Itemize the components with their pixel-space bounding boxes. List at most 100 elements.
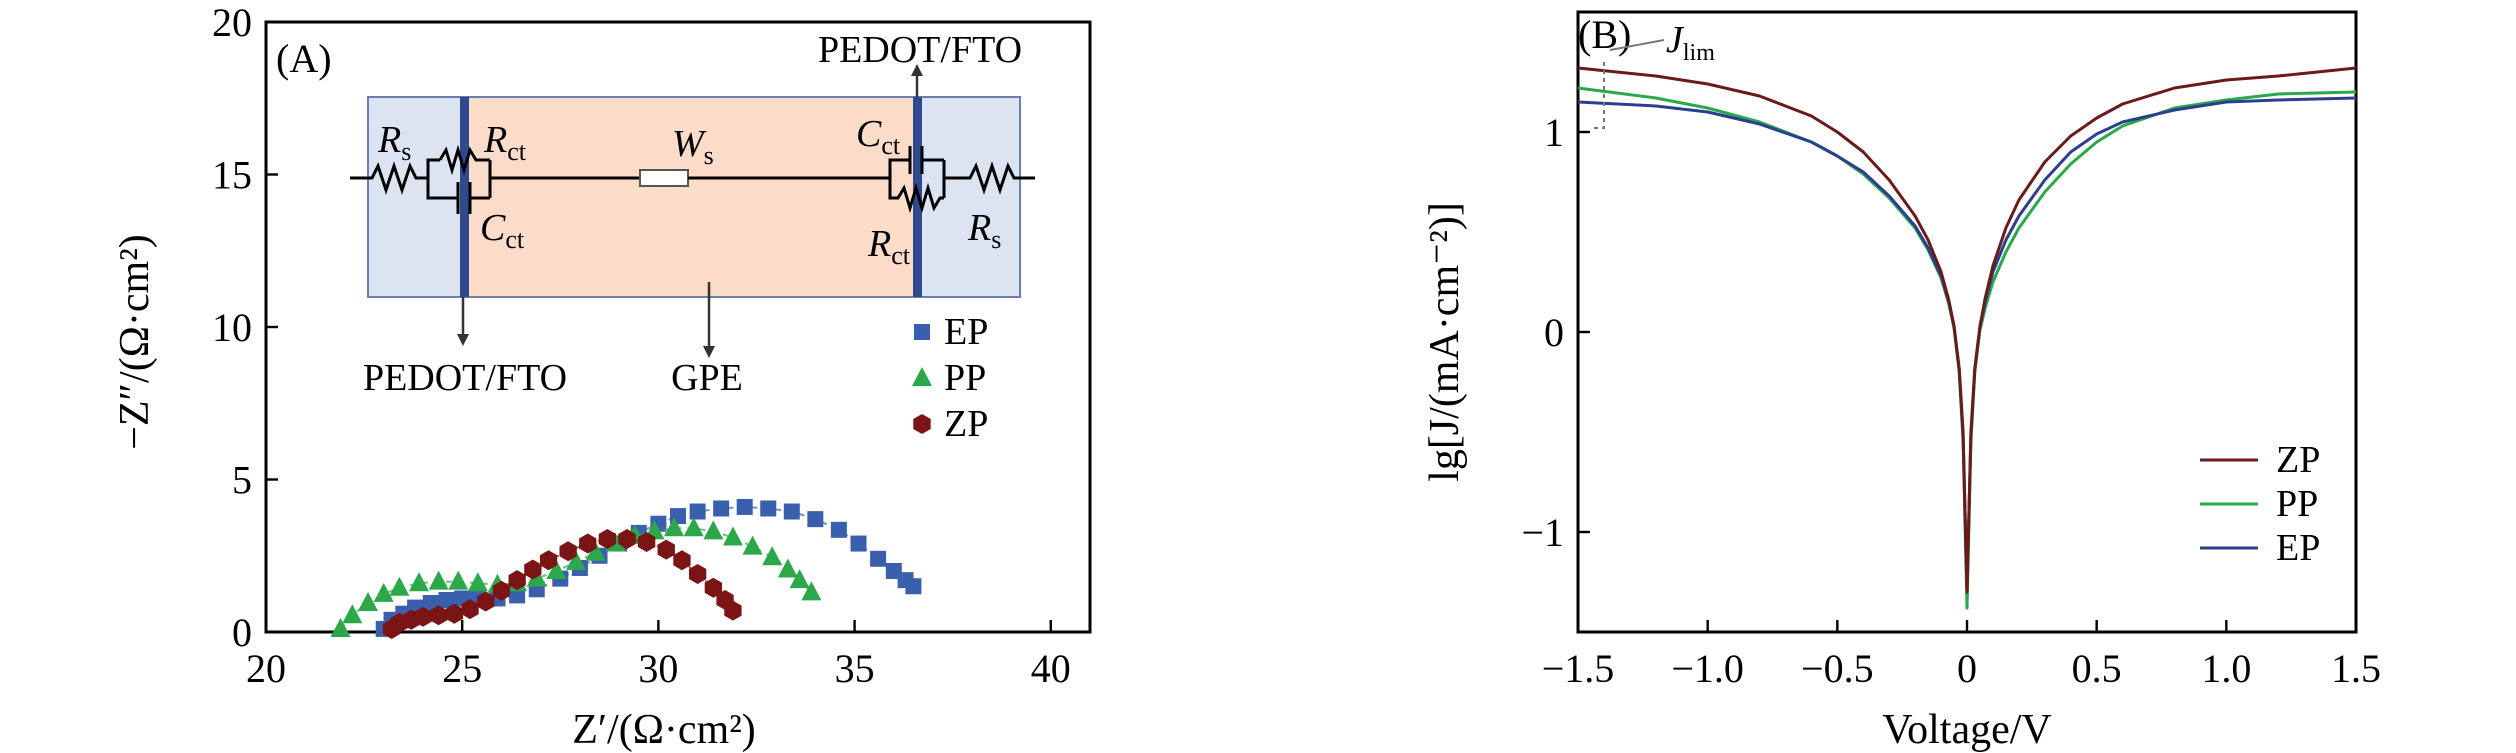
data-point-zp xyxy=(430,605,448,626)
data-point-pp xyxy=(389,576,410,596)
panel-b-ytick-label: 1 xyxy=(1544,110,1564,155)
panel-a-xtick-label: 25 xyxy=(442,646,482,691)
panel-a-xtick-label: 20 xyxy=(246,646,286,691)
label-rs-right: Rs xyxy=(967,207,1001,254)
legend-marker-zp xyxy=(913,414,931,434)
data-point-zp xyxy=(657,539,675,560)
data-point-pp xyxy=(762,546,783,566)
data-point-pp xyxy=(664,517,685,537)
warburg-element xyxy=(639,169,689,187)
panel-a-tag: (A) xyxy=(276,36,332,81)
data-point-zp xyxy=(637,532,656,552)
arrow-bottom-left-head xyxy=(457,334,469,346)
data-point-pp xyxy=(585,541,606,561)
series-zp xyxy=(382,529,742,639)
series-line-zp xyxy=(1577,66,2357,594)
data-point-zp xyxy=(598,529,616,549)
panel-b-ylabel: lg[J/(mA·cm⁻²)] xyxy=(1422,202,1468,482)
label-rct-right: Rct xyxy=(867,223,911,270)
rc-parallel-left xyxy=(426,144,640,214)
panel-b-xtick-label: −0.5 xyxy=(1801,646,1874,691)
data-point-ep xyxy=(807,511,824,528)
data-point-ep xyxy=(689,503,706,520)
panel-a-ytick-label: 10 xyxy=(212,305,252,350)
legend-label-zp: ZP xyxy=(2276,439,2320,481)
rc-parallel-right xyxy=(888,146,960,214)
data-point-pp xyxy=(330,617,351,637)
data-point-zp xyxy=(704,577,722,598)
label-ws: Ws xyxy=(672,123,714,170)
circuit-bottom-mid-label: GPE xyxy=(671,357,743,399)
data-point-pp xyxy=(373,582,394,602)
panel-a-ytick-label: 20 xyxy=(212,0,252,45)
panel-b-ytick-label: −1 xyxy=(1521,510,1564,555)
data-point-pp xyxy=(428,570,449,590)
data-point-pp xyxy=(777,558,798,578)
panel-a-ytick-label: 15 xyxy=(212,153,252,198)
data-point-ep xyxy=(850,535,867,552)
data-point-pp xyxy=(358,592,379,612)
data-point-zp xyxy=(618,529,636,549)
panel-a-xtick-label: 35 xyxy=(835,646,875,691)
electrode-band-right xyxy=(917,96,1021,298)
label-cct-right: Cct xyxy=(856,113,901,160)
resistor-rs-right xyxy=(960,161,1035,195)
legend-label-pp: PP xyxy=(2276,483,2318,525)
data-point-pp xyxy=(703,520,724,540)
panel-b-xtick-label: 0 xyxy=(1957,646,1977,691)
jlim-dotted-line xyxy=(1590,62,1605,129)
circuit-inset: PEDOT/FTO PEDOT/FTO GPE Rs Rct Cct Ws Cc… xyxy=(350,29,1035,399)
data-point-pp xyxy=(546,560,567,579)
panel-a-ytick-label: 5 xyxy=(232,458,252,503)
panel-a-xlabel: Z′/(Ω·cm²) xyxy=(572,707,756,753)
data-point-ep xyxy=(713,500,730,517)
electrode-bar-left xyxy=(460,97,469,297)
data-point-pp xyxy=(342,604,363,624)
data-point-ep xyxy=(736,498,753,515)
panel-a-xtick-label: 30 xyxy=(638,646,678,691)
data-point-pp xyxy=(448,570,469,590)
data-point-zp xyxy=(461,599,479,620)
resistor-rs-left xyxy=(350,161,428,195)
data-point-pp xyxy=(801,581,822,601)
panel-b-ytick-label: 0 xyxy=(1544,310,1564,355)
label-cct-left: Cct xyxy=(480,207,525,254)
data-point-ep xyxy=(422,595,439,612)
legend-label-ep: EP xyxy=(944,311,988,353)
data-point-zp xyxy=(508,570,526,591)
data-point-ep xyxy=(760,500,777,517)
circuit-top-label: PEDOT/FTO xyxy=(818,29,1022,71)
arrow-top-right-head xyxy=(911,64,923,76)
data-point-zp xyxy=(724,600,742,621)
data-point-pp xyxy=(409,572,430,592)
jlim-leader-line xyxy=(1609,39,1665,51)
data-point-pp xyxy=(789,569,810,589)
data-point-zp xyxy=(414,606,432,627)
data-point-zp xyxy=(559,541,577,562)
data-point-pp xyxy=(565,550,586,570)
legend-marker-pp xyxy=(912,367,932,386)
data-point-zp xyxy=(445,603,463,624)
panel-a-ylabel: −Z″/(Ω·cm²) xyxy=(112,234,158,450)
data-point-ep xyxy=(830,521,847,538)
data-point-ep xyxy=(783,503,800,520)
data-point-pp xyxy=(722,526,743,546)
data-point-ep xyxy=(509,587,526,604)
circuit-bottom-left-label: PEDOT/FTO xyxy=(363,357,567,399)
panel-b-tag: (B) xyxy=(1578,12,1631,57)
data-point-pp xyxy=(742,535,763,555)
legend-marker-ep xyxy=(914,324,930,340)
panel-a-ytick-label: 0 xyxy=(232,610,252,655)
data-point-ep xyxy=(870,550,887,567)
panel-b-xtick-label: −1.5 xyxy=(1542,646,1615,691)
panel-a-xtick-label: 40 xyxy=(1031,646,1071,691)
arrow-bottom-mid-head xyxy=(703,346,715,358)
data-point-zp xyxy=(477,591,495,612)
series-line-pp xyxy=(1577,86,2357,610)
legend-label-ep: EP xyxy=(2276,527,2320,569)
data-point-pp xyxy=(683,517,704,537)
